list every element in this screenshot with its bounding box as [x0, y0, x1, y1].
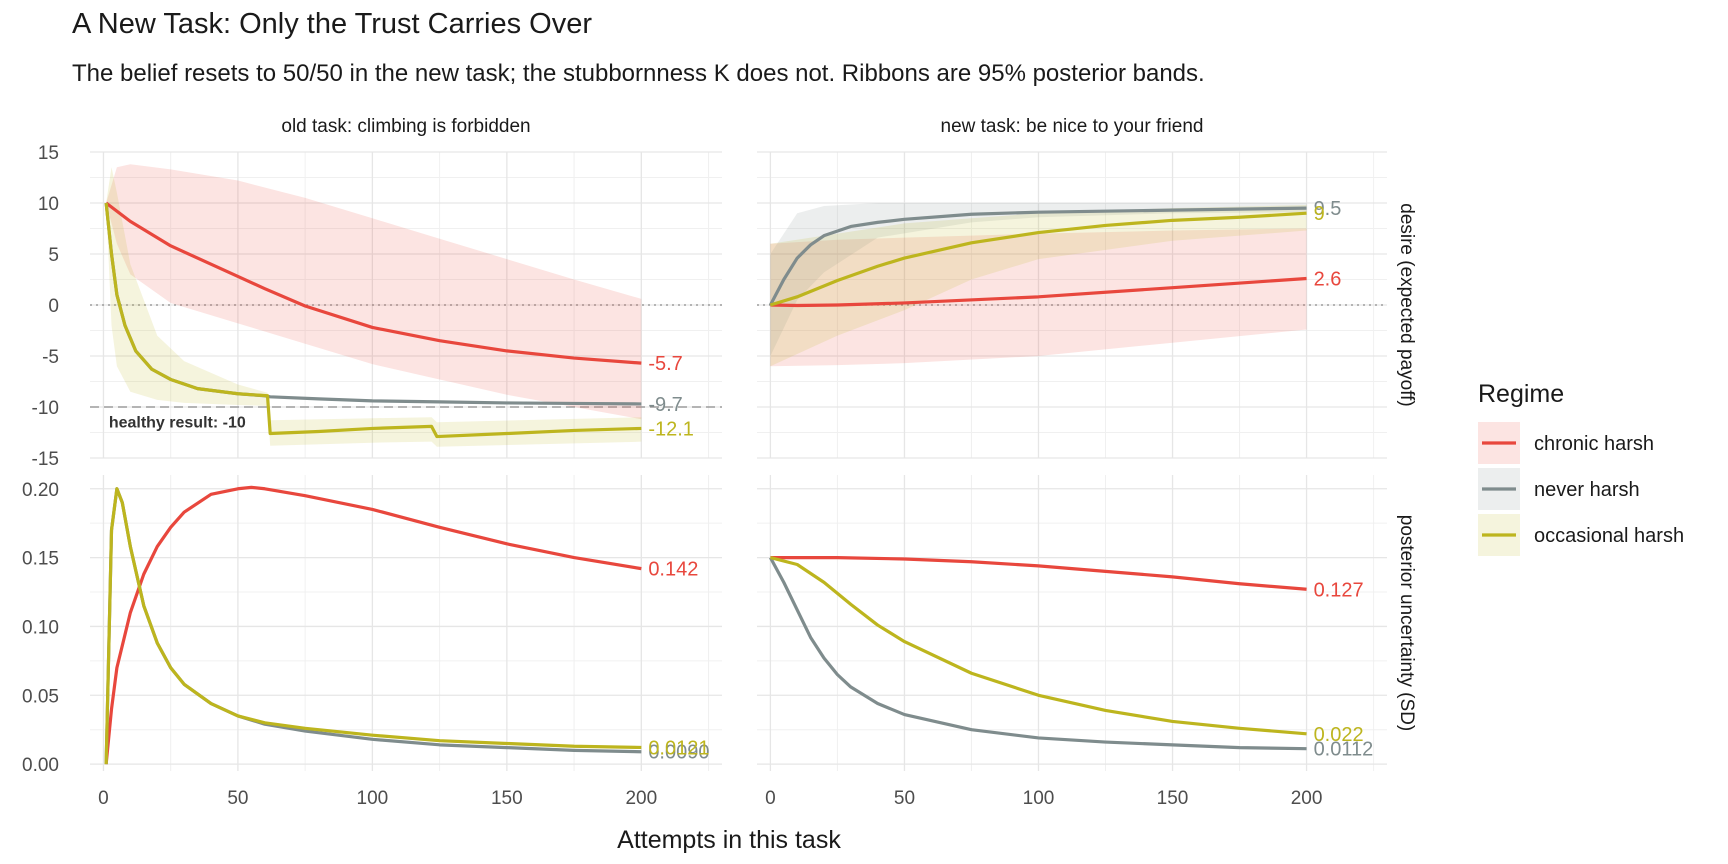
line-occasional-harsh	[770, 556, 1307, 736]
x-tick-label: 100	[357, 788, 389, 809]
panel-0-0: -5.7 -9.7-12.1 healthy result: -10 -15 -10 -5…	[32, 143, 722, 470]
x-tick-label: 200	[1291, 788, 1323, 809]
x-tick-label: 150	[491, 788, 523, 809]
end-label-occasional-harsh: 0.0121	[648, 737, 709, 759]
y-tick-label: -5	[42, 347, 59, 368]
x-axis-title: Attempts in this task	[617, 826, 841, 854]
y-tick-label: 5	[48, 245, 59, 266]
facet-strip-column: new task: be nice to your friend	[941, 116, 1204, 137]
y-tick-label: 0.00	[22, 755, 59, 776]
y-tick-label: 0.15	[22, 549, 59, 570]
line-never-harsh	[768, 206, 1307, 306]
facet-strip-column: old task: climbing is forbidden	[281, 116, 530, 137]
x-tick-label: 100	[1023, 788, 1055, 809]
y-tick-label: 0.20	[22, 480, 59, 501]
y-tick-label: -15	[32, 449, 59, 470]
legend: Regime chronic harsh never harsh occasional…	[1478, 380, 1684, 556]
facet-strip-row: desire (expected payoff)	[1396, 203, 1417, 407]
chart-subtitle: The belief resets to 50/50 in the new ta…	[72, 60, 1205, 87]
x-tick-label: 50	[227, 788, 248, 809]
legend-label-occasional-harsh: occasional harsh	[1534, 525, 1684, 547]
y-tick-label: 0.05	[22, 686, 59, 707]
x-tick-label: 0	[765, 788, 776, 809]
y-tick-label: 15	[38, 143, 59, 164]
line-chronic-harsh	[105, 201, 642, 365]
x-tick-label: 150	[1157, 788, 1189, 809]
x-tick-label: 0	[98, 788, 109, 809]
line-chronic-harsh	[104, 485, 642, 765]
legend-label-chronic-harsh: chronic harsh	[1534, 433, 1654, 455]
x-tick-label: 50	[894, 788, 915, 809]
line-occasional-harsh	[769, 211, 1307, 307]
end-label-never-harsh: 9.5	[1314, 198, 1342, 220]
legend-title: Regime	[1478, 380, 1564, 408]
annotation-label: healthy result: -10	[109, 414, 246, 431]
y-tick-label: 0.10	[22, 617, 59, 638]
y-tick-label: -10	[32, 398, 59, 419]
line-occasional-harsh	[104, 487, 642, 765]
ribbon-chronic-harsh	[106, 164, 642, 420]
line-occasional-harsh	[104, 202, 642, 439]
ribbon-never-harsh	[770, 203, 1307, 356]
line-chronic-harsh	[770, 556, 1307, 591]
end-label-never-harsh: 0.0090	[648, 742, 709, 764]
end-label-occasional-harsh: -12.1	[648, 418, 694, 440]
end-label-occasional-harsh: 0.022	[1314, 724, 1364, 746]
end-label-chronic-harsh: 0.142	[648, 559, 698, 581]
end-label-chronic-harsh: 2.6	[1314, 268, 1342, 290]
end-label-occasional-harsh: 9	[1314, 203, 1325, 225]
legend-label-never-harsh: never harsh	[1534, 479, 1640, 501]
end-label-chronic-harsh: -5.7	[648, 353, 682, 375]
y-tick-label: 10	[38, 194, 59, 215]
ribbon-occasional-harsh	[106, 167, 642, 447]
end-label-never-harsh: 0.0112	[1314, 739, 1374, 761]
facet-strip-row: posterior uncertainty (SD)	[1396, 515, 1417, 731]
line-chronic-harsh	[770, 276, 1307, 308]
line-never-harsh	[768, 556, 1307, 751]
chart-title: A New Task: Only the Trust Carries Over	[72, 8, 593, 40]
end-label-never-harsh: -9.7	[648, 394, 682, 416]
ribbon-occasional-harsh	[770, 205, 1307, 367]
panel-0-1: 2.6 9.59	[757, 151, 1387, 459]
end-label-chronic-harsh: 0.127	[1314, 579, 1364, 601]
x-tick-label: 200	[625, 788, 657, 809]
y-tick-label: 0	[48, 296, 59, 317]
